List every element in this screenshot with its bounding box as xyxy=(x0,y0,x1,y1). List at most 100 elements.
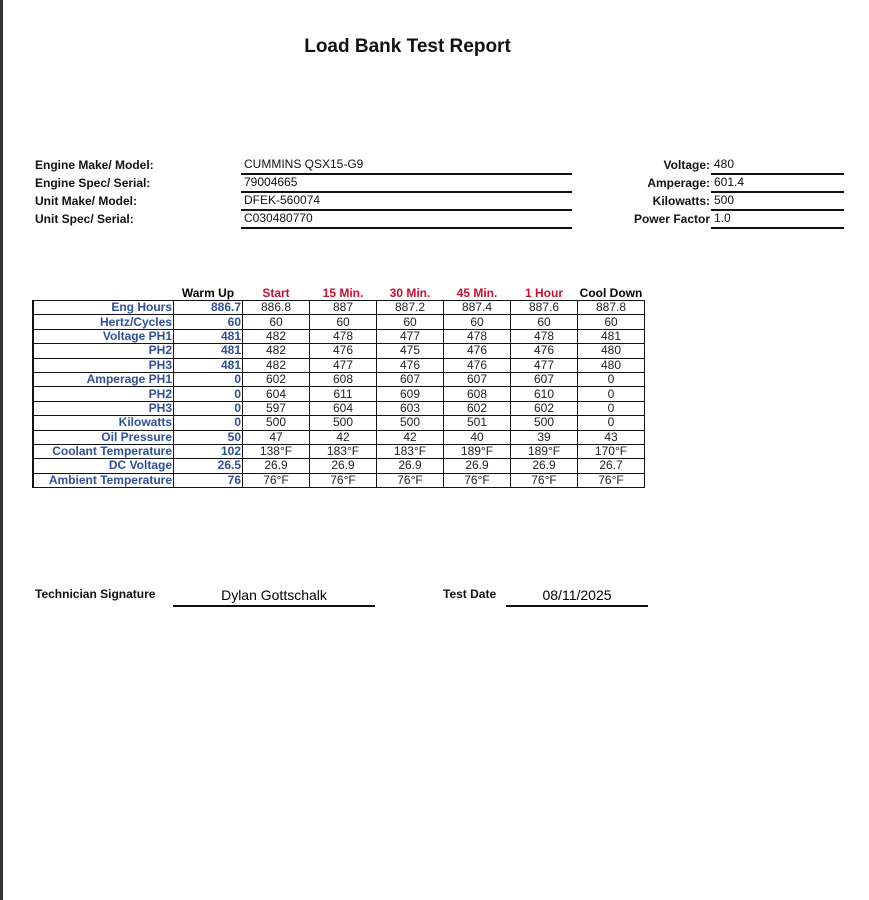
table-cell: 0 xyxy=(173,371,243,388)
table-cell: 76 xyxy=(173,472,243,489)
table-cell: 26.9 xyxy=(309,458,377,474)
table-cell: 477 xyxy=(510,357,578,373)
corner-header xyxy=(33,286,174,301)
page-edge xyxy=(0,0,3,900)
unit-spec-label: Unit Spec/ Serial: xyxy=(35,212,134,226)
table-cell: 76°F xyxy=(376,472,444,489)
engine-spec-label: Engine Spec/ Serial: xyxy=(35,176,151,190)
engine-make-value: CUMMINS QSX15-G9 xyxy=(241,157,572,175)
power-factor-label: Power Factor xyxy=(633,212,710,226)
table-cell: 0 xyxy=(577,415,645,431)
table-cell: 76°F xyxy=(443,472,511,489)
table-row: Eng Hours 886.7 886.8 887 887.2 887.4 887.6 887… xyxy=(32,299,645,316)
table-cell: 76°F xyxy=(242,472,310,489)
table-cell: 26.9 xyxy=(242,458,310,474)
row-label: Amperage PH1 xyxy=(32,371,174,388)
table-cell: 76°F xyxy=(309,472,377,489)
table-cell: 476 xyxy=(376,357,444,373)
amperage-label: Amperage: xyxy=(647,176,710,190)
table-cell: 60 xyxy=(510,314,578,330)
table-cell: 476 xyxy=(443,343,511,359)
row-label: Ambient Temperature xyxy=(32,472,174,489)
table-cell: 886.8 xyxy=(242,299,310,316)
table-cell: 482 xyxy=(242,357,310,373)
row-label: Voltage PH1 xyxy=(32,328,174,345)
voltage-label: Voltage: xyxy=(663,158,710,172)
table-cell: 102 xyxy=(173,443,243,460)
table-row: PH2 0 604 611 609 608 610 0 xyxy=(32,386,645,402)
table-row: PH3 0 597 604 603 602 602 0 xyxy=(32,400,645,417)
table-cell: 887.8 xyxy=(577,299,645,316)
table-cell: 500 xyxy=(242,415,310,431)
table-cell: 477 xyxy=(309,357,377,373)
table-row: Voltage PH1 481 482 478 477 478 478 481 xyxy=(32,328,645,345)
table-cell: 476 xyxy=(443,357,511,373)
row-label: Hertz/Cycles xyxy=(32,314,174,330)
table-cell: 603 xyxy=(376,400,444,417)
table-row: Kilowatts 0 500 500 500 501 500 0 xyxy=(32,415,645,431)
table-cell: 607 xyxy=(376,371,444,388)
table-cell: 500 xyxy=(376,415,444,431)
table-cell: 476 xyxy=(309,343,377,359)
column-header: 1 Hour xyxy=(524,286,563,300)
table-cell: 607 xyxy=(443,371,511,388)
table-cell: 478 xyxy=(510,328,578,345)
table-row: DC Voltage 26.5 26.9 26.9 26.9 26.9 26.9 26.7 xyxy=(32,458,645,474)
engine-make-label: Engine Make/ Model: xyxy=(35,158,154,172)
column-header: 30 Min. xyxy=(389,286,431,300)
table-cell: 602 xyxy=(443,400,511,417)
table-cell: 500 xyxy=(309,415,377,431)
table-cell: 183°F xyxy=(309,443,377,460)
table-cell: 481 xyxy=(173,357,243,373)
table-cell: 478 xyxy=(309,328,377,345)
table-cell: 475 xyxy=(376,343,444,359)
table-cell: 0 xyxy=(577,400,645,417)
table-cell: 138°F xyxy=(242,443,310,460)
table-cell: 607 xyxy=(510,371,578,388)
unit-make-label: Unit Make/ Model: xyxy=(35,194,138,208)
table-cell: 476 xyxy=(510,343,578,359)
column-header: Warm Up xyxy=(181,286,235,300)
test-date-value: 08/11/2025 xyxy=(506,587,648,607)
table-cell: 500 xyxy=(510,415,578,431)
table-row: PH3 481 482 477 476 476 477 480 xyxy=(32,357,645,373)
table-cell: 478 xyxy=(443,328,511,345)
table-cell: 608 xyxy=(443,386,511,402)
table-cell: 887 xyxy=(309,299,377,316)
table-cell: 887.4 xyxy=(443,299,511,316)
table-cell: 602 xyxy=(510,400,578,417)
table-cell: 886.7 xyxy=(173,299,243,316)
table-cell: 50 xyxy=(173,429,243,445)
table-cell: 60 xyxy=(577,314,645,330)
unit-spec-value: C030480770 xyxy=(241,211,572,229)
table-cell: 43 xyxy=(577,429,645,445)
table-cell: 39 xyxy=(510,429,578,445)
table-header-row: Warm Up Start 15 Min. 30 Min. 45 Min. 1 Hour C… xyxy=(33,286,645,301)
table-cell: 602 xyxy=(242,371,310,388)
table-cell: 480 xyxy=(577,343,645,359)
row-label: Coolant Temperature xyxy=(32,443,174,460)
table-cell: 0 xyxy=(173,415,243,431)
table-row: Oil Pressure 50 47 42 42 40 39 43 xyxy=(32,429,645,445)
amperage-value: 601.4 xyxy=(711,175,844,193)
table-cell: 170°F xyxy=(577,443,645,460)
table-cell: 42 xyxy=(376,429,444,445)
row-label: PH3 xyxy=(32,400,174,417)
table-cell: 183°F xyxy=(376,443,444,460)
table-cell: 26.9 xyxy=(443,458,511,474)
table-cell: 40 xyxy=(443,429,511,445)
table-cell: 887.6 xyxy=(510,299,578,316)
table-cell: 76°F xyxy=(510,472,578,489)
table-cell: 887.2 xyxy=(376,299,444,316)
test-data-table: Warm Up Start 15 Min. 30 Min. 45 Min. 1 Hour C… xyxy=(32,286,645,489)
table-cell: 482 xyxy=(242,328,310,345)
table-cell: 26.9 xyxy=(510,458,578,474)
row-label: PH2 xyxy=(32,386,174,402)
table-cell: 47 xyxy=(242,429,310,445)
table-cell: 26.5 xyxy=(173,458,243,474)
column-header: Cool Down xyxy=(579,286,643,300)
report-title: Load Bank Test Report xyxy=(304,36,511,57)
table-cell: 26.7 xyxy=(577,458,645,474)
table-cell: 42 xyxy=(309,429,377,445)
table-cell: 597 xyxy=(242,400,310,417)
